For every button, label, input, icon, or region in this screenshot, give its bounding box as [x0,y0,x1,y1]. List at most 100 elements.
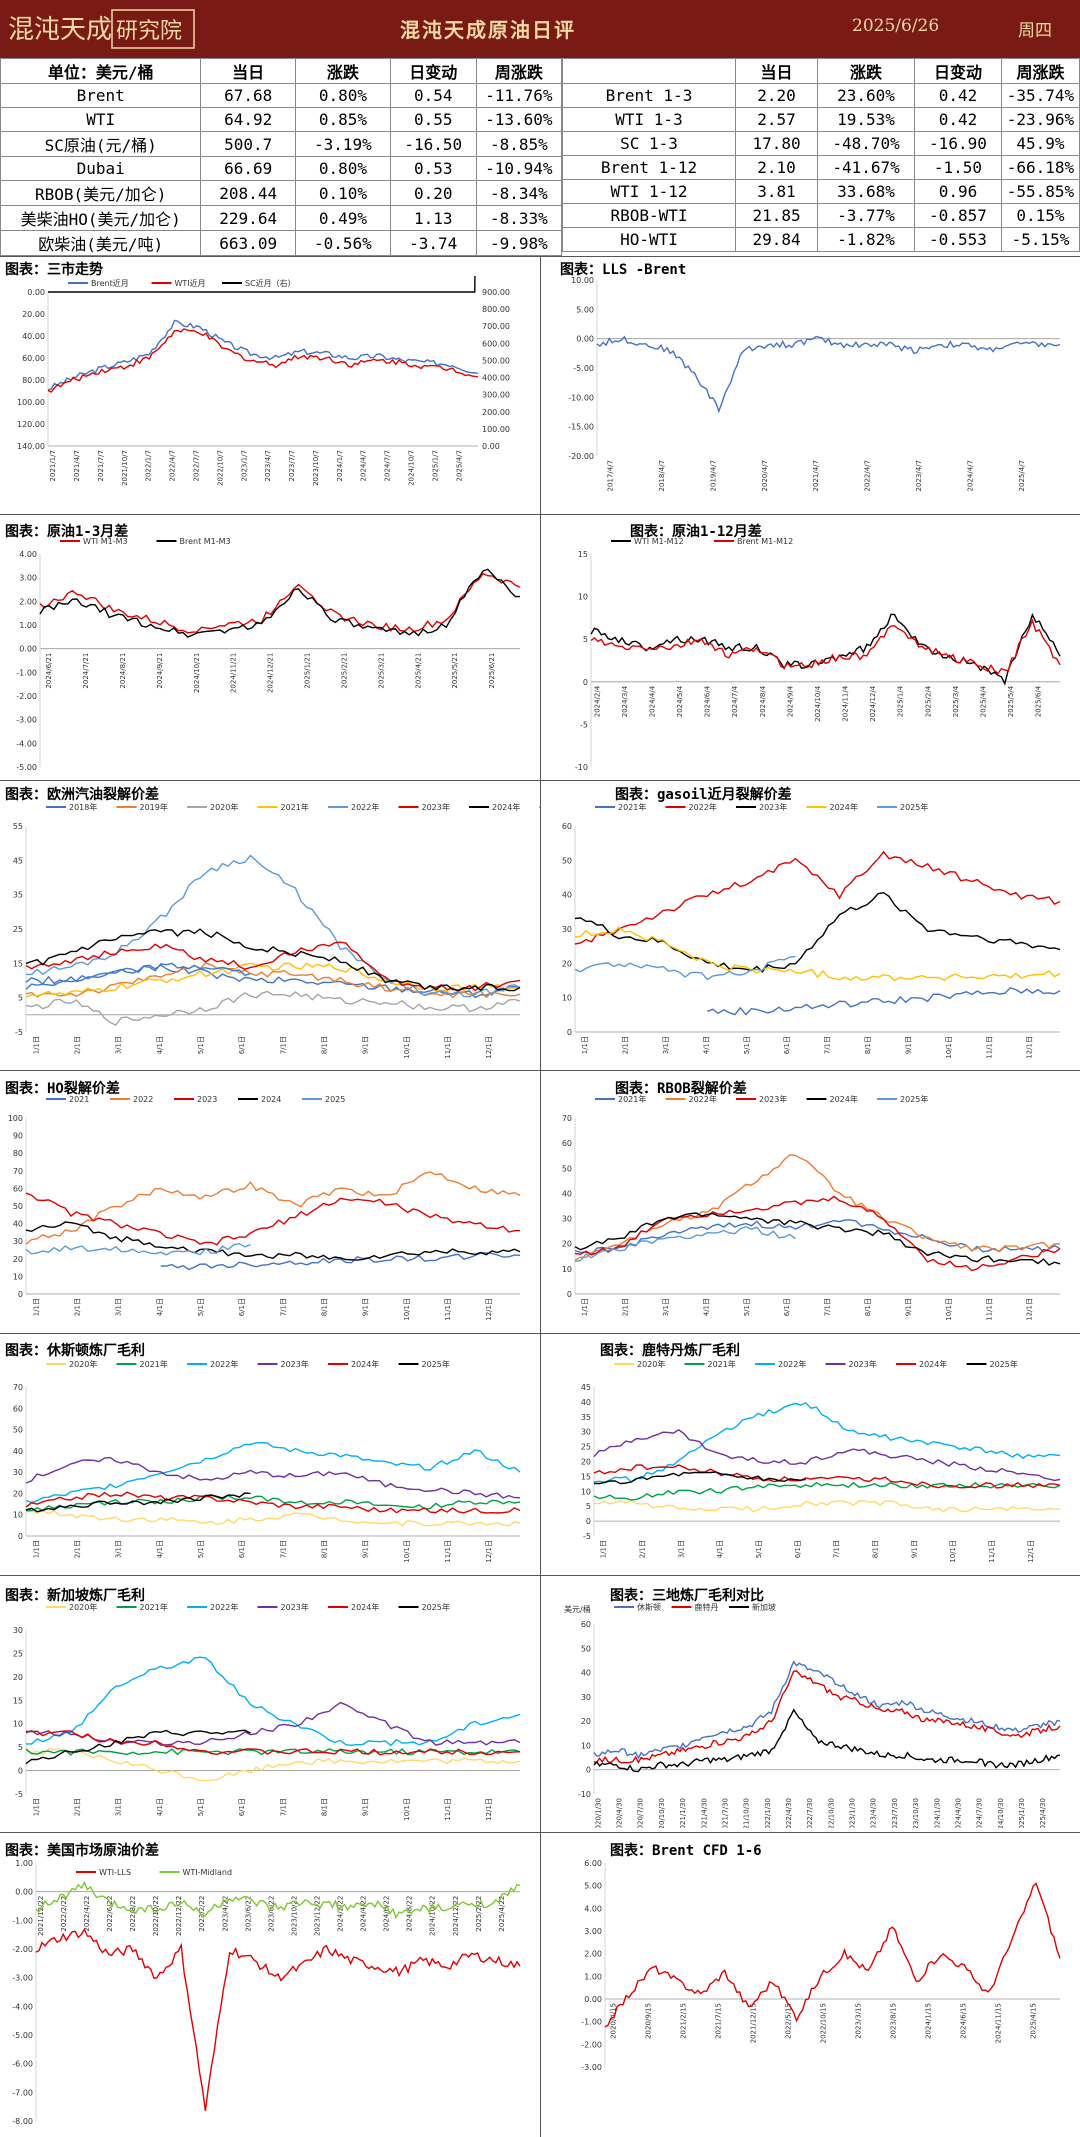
x-tick-label: 2021/4/7 [812,460,820,491]
legend-label: 2021年 [618,802,646,812]
y-tick-label: -5.00 [12,2031,33,2040]
y-tick-label: -10 [575,763,588,772]
series-line [25,928,521,992]
table-cell: -3.77% [817,203,915,228]
x-tick-label: 11/1日 [988,1540,996,1563]
chart-caption: 图表：RBOB裂解价差 [615,1081,747,1097]
legend-label: 2024年 [830,1094,858,1104]
y-tick-label: 10 [13,1272,23,1281]
x-tick-label: 2020/4/7 [761,460,769,491]
x-tick-label: 9/1日 [362,1540,370,1558]
table-row: 美柴油HO(美元/加仑) 229.64 0.49% 1.13 -8.33% [0,205,563,231]
table-cell: -55.85% [1000,179,1080,204]
y-tick-label: 5.00 [584,1882,602,1891]
y-tick-label: 10 [13,1511,23,1520]
x-tick-label: 3/1日 [115,1298,123,1316]
x-tick-label: 2019/4/7 [709,460,717,491]
table-cell: Dubai [0,156,202,181]
table-cell: 欧柴油(美元/吨) [0,230,202,256]
legend-label: 2020年 [210,802,238,812]
series-line [593,1660,1061,1760]
y-tick-label: -4.00 [12,2002,33,2011]
x-tick-label: 2023/3/15 [855,2003,863,2039]
y2-tick-label: 200.00 [482,408,510,417]
y-tick-label: 5 [18,994,23,1003]
x-tick-label: 2025/1/30 [1018,1798,1026,1828]
x-tick-label: 2020/4/15 [610,2003,618,2039]
y-tick-label: 50 [13,1202,23,1211]
table-cell: 29.84 [734,227,819,252]
table-cell: 500.7 [200,131,297,157]
x-tick-label: 2023/7/7 [288,450,296,481]
y-tick-label: 20 [581,1458,591,1467]
y-tick-label: 35 [13,891,23,900]
series-line [593,1471,806,1485]
table-cell: -9.98% [475,230,563,256]
y-tick-label: 80.00 [22,376,45,385]
table-row: Brent 1-3 2.20 23.60% 0.42 -35.74% [562,83,1080,108]
y-tick-label: 100 [8,1114,23,1123]
chart-c1: 0.00 20.00 40.00 60.00 80.00 100.00 120.00 140.… [17,276,510,486]
x-tick-label: 10/1日 [403,1298,411,1321]
y-tick-label: 40 [581,1669,591,1678]
series-line [47,319,479,391]
table-cell: 0.80% [295,156,391,181]
table-cell: -1.82% [817,227,915,252]
table-cell: 21.85 [734,203,819,228]
x-tick-label: 2024/7/7 [384,450,392,481]
x-tick-label: 2024/6/15 [960,2003,968,2039]
table-cell: 美柴油HO(美元/加仑) [0,205,202,231]
x-tick-label: 7/1日 [833,1540,841,1558]
x-tick-label: 2024/1/30 [933,1798,941,1828]
x-tick-label: 2024/10/22 [429,1896,437,1936]
y-tick-label: 10.00 [571,276,594,285]
table-header-cell: 当日 [200,58,297,84]
table-header-cell: 周涨跌 [475,58,563,84]
y2-tick-label: 500.00 [482,356,510,365]
y-tick-label: 45 [581,1383,591,1392]
report-weekday: 周四 [1018,21,1052,41]
y-tick-label: 15 [581,1472,591,1481]
y-tick-label: 140.00 [17,442,45,451]
brand-logo: 混沌天成 研究院 [2,4,196,54]
y-tick-label: 5 [583,635,588,644]
table-cell: -8.34% [475,180,563,206]
y2-tick-label: 400.00 [482,374,510,383]
chart-c6: 60 50 40 30 20 10 0 1/1日 2/1日 3/1日 4/1日 5/1日 6/1日 7/1… [562,802,1061,1059]
y-tick-label: 55 [13,822,23,831]
x-tick-label: 10/1日 [403,1036,411,1059]
x-tick-label: 8/1日 [321,1798,329,1816]
series-line [574,955,796,981]
table-cell: HO-WTI [562,227,736,252]
x-tick-label: 2024/7/4 [731,685,739,717]
y-tick-label: -5 [583,1532,591,1541]
x-tick-label: 7/1日 [824,1036,832,1054]
table-cell: -0.56% [295,230,391,256]
y-tick-label: 5 [18,1743,23,1752]
y-tick-label: 10 [13,1720,23,1729]
x-tick-label: 8/1日 [864,1298,872,1316]
table-cell: 0.53 [389,156,477,181]
x-tick-label: 2020/1/30 [594,1798,602,1828]
y-tick-label: 70 [13,1167,23,1176]
x-tick-label: 3/1日 [662,1298,670,1316]
y-tick-label: 60 [562,1139,572,1148]
legend-label: 2021年 [618,1094,646,1104]
legend-label: 新加坡 [752,1602,776,1612]
table-row: 欧柴油(美元/吨) 663.09 -0.56% -3.74 -9.98% [0,230,563,256]
table-row: RBOB-WTI 21.85 -3.77% -0.857 0.15% [562,203,1080,228]
chart-caption: 图表：原油1-12月差 [630,524,762,540]
chart-caption: 图表：三市走势 [5,262,103,278]
x-tick-label: 2024/12/21 [267,653,275,693]
series-line [25,1491,521,1514]
y-axis-unit: 美元/桶 [564,1604,591,1614]
x-tick-label: 2023/10/22 [290,1896,298,1936]
x-tick-label: 2022/4/7 [169,450,177,481]
table-header-cell [562,58,736,84]
y-tick-label: 35 [581,1413,591,1422]
y-tick-label: 30 [562,925,572,934]
table-cell: 66.69 [200,156,297,181]
x-tick-label: 2024/11/21 [230,653,238,693]
x-tick-label: 2022/2/22 [60,1896,68,1932]
x-tick-label: 2025/4/21 [414,653,422,689]
